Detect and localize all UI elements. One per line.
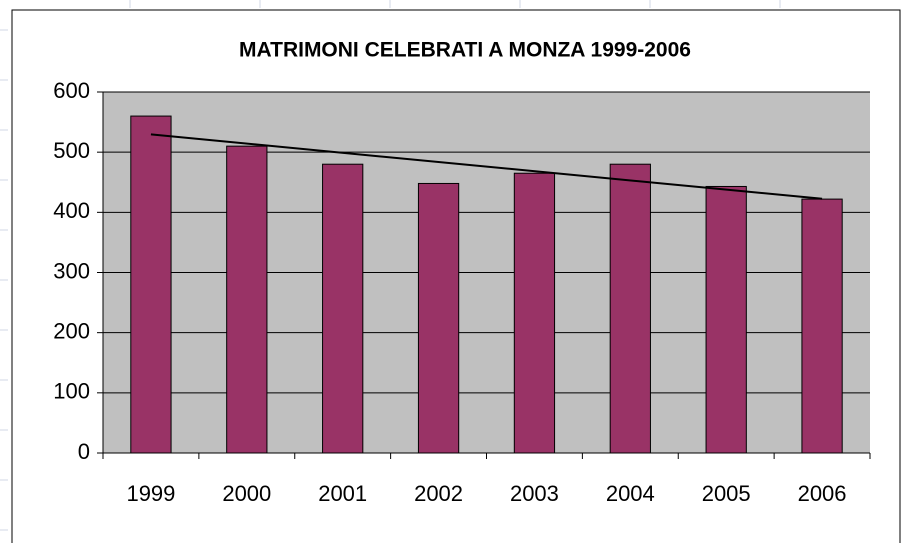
bar: [226, 145, 268, 454]
x-tick-label: 2004: [606, 481, 655, 506]
x-tick-label: 2003: [510, 481, 559, 506]
bar: [130, 115, 172, 454]
x-tick-label: 1999: [126, 481, 175, 506]
sheet-grid: [0, 0, 781, 531]
bar: [322, 163, 364, 454]
x-tick-label: 2001: [318, 481, 367, 506]
x-tick-label: 2002: [414, 481, 463, 506]
bar: [801, 198, 843, 454]
y-tick-label: 400: [53, 198, 90, 223]
y-tick-label: 300: [53, 258, 90, 283]
bar: [513, 172, 556, 454]
bar: [609, 163, 651, 454]
trendline: [150, 133, 823, 200]
chart-title: MATRIMONI CELEBRATI A MONZA 1999-2006: [239, 39, 691, 62]
y-tick-label: 200: [53, 318, 90, 343]
y-tick-label: 0: [78, 439, 90, 464]
y-tick-label: 500: [53, 138, 90, 163]
y-tick-label: 100: [53, 379, 90, 404]
x-tick-label: 2005: [702, 481, 751, 506]
x-tick-label: 2006: [798, 481, 847, 506]
bar: [417, 182, 460, 454]
x-tick-label: 2000: [222, 481, 271, 506]
y-tick-label: 600: [53, 78, 90, 103]
bar: [705, 185, 747, 454]
